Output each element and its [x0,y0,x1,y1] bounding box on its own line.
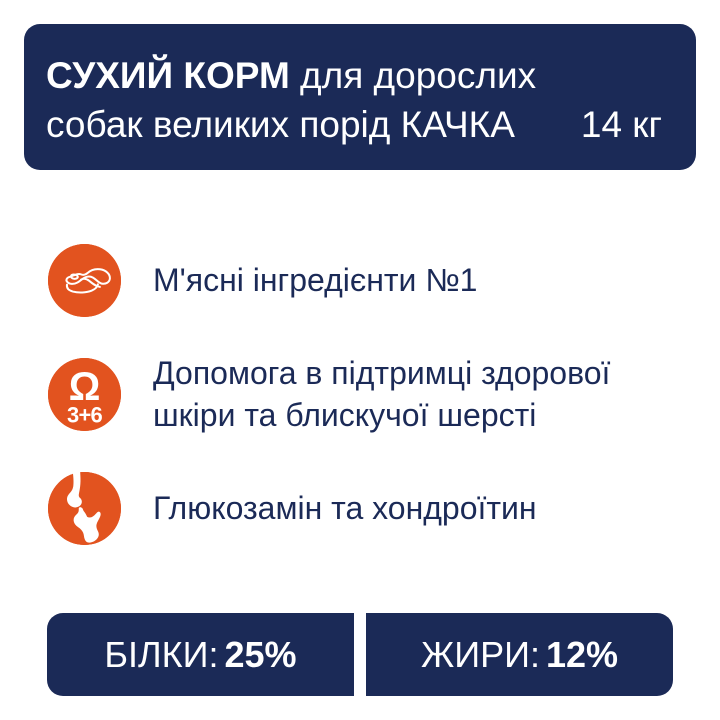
svg-text:3+6: 3+6 [67,403,102,428]
